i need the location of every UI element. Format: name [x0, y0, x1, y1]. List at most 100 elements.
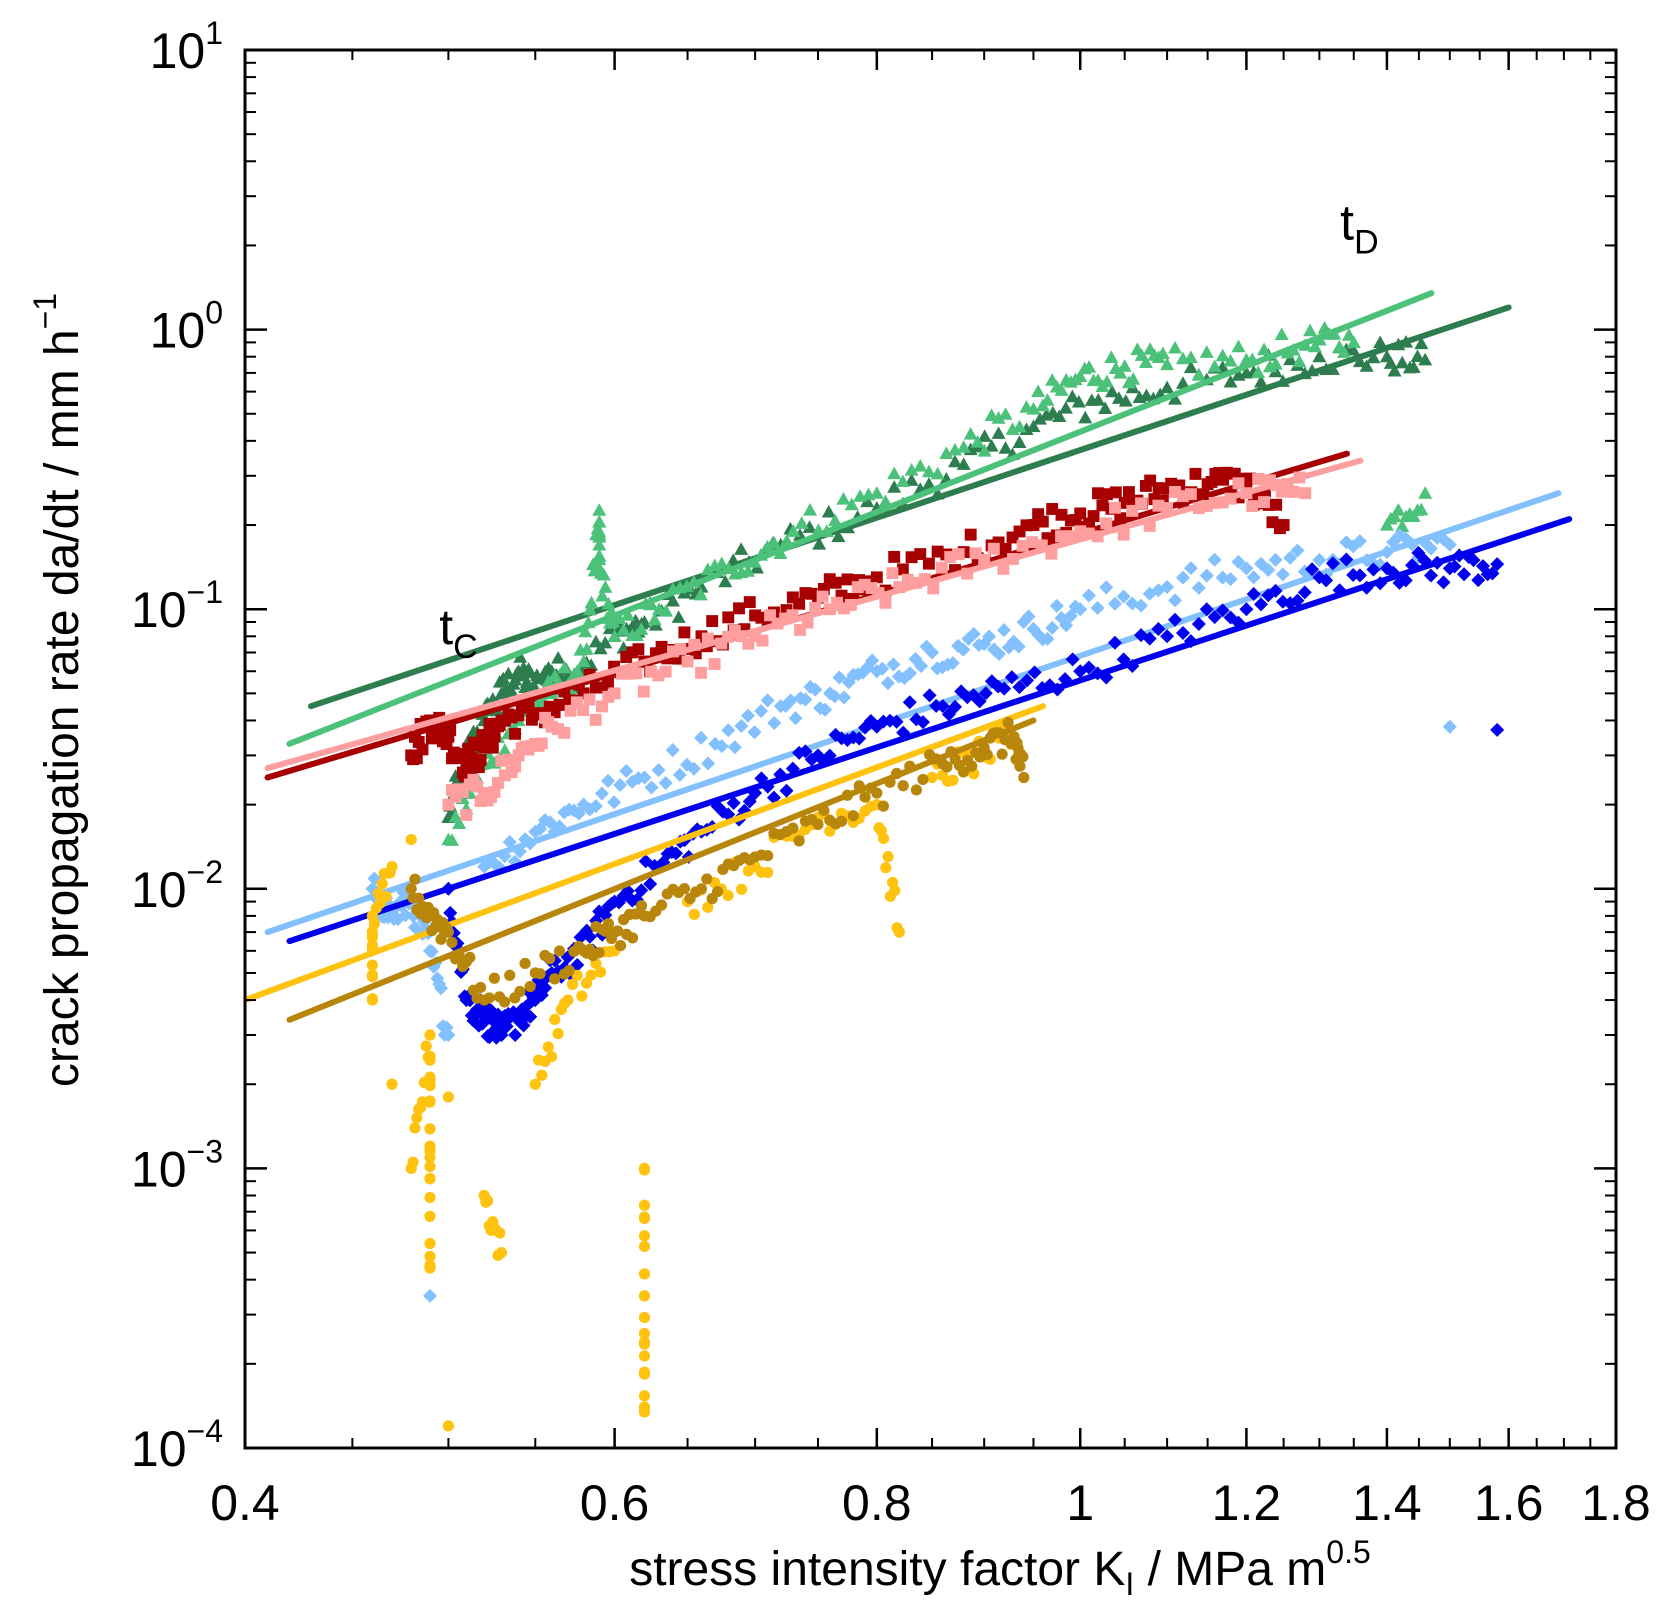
data-point [409, 1122, 421, 1134]
data-point [1092, 487, 1104, 500]
data-point [740, 708, 755, 723]
data-point [886, 657, 901, 672]
data-point [544, 952, 556, 965]
data-point [665, 593, 680, 607]
data-point [545, 1051, 558, 1063]
y-tick-label: 10−1 [131, 574, 223, 638]
data-point [981, 749, 993, 761]
data-point [1471, 573, 1486, 588]
data-point [637, 770, 652, 785]
data-point [424, 1237, 436, 1250]
data-point [786, 524, 801, 537]
data-point [978, 554, 991, 566]
data-point [582, 929, 597, 944]
data-point [594, 966, 607, 978]
data-point [1366, 562, 1381, 577]
data-point [595, 681, 608, 694]
data-point [508, 1027, 523, 1042]
data-point [509, 727, 521, 740]
data-point [1118, 496, 1131, 509]
data-point [829, 576, 842, 589]
data-point [877, 832, 890, 845]
data-point [619, 764, 634, 779]
data-point [424, 1050, 436, 1062]
data-point [595, 588, 610, 602]
data-point [821, 504, 836, 518]
data-point [592, 537, 607, 551]
data-point [1423, 541, 1438, 556]
data-point [1045, 620, 1060, 635]
data-point [376, 878, 388, 890]
data-point [893, 581, 906, 594]
data-point [1032, 411, 1047, 425]
data-point [1078, 410, 1093, 424]
data-point [424, 1096, 436, 1108]
data-point [498, 714, 511, 727]
y-tick-label: 100 [150, 295, 223, 359]
data-point [887, 480, 902, 493]
data-point [585, 969, 597, 981]
data-point [956, 457, 971, 470]
data-point [522, 697, 535, 710]
data-point [486, 741, 499, 754]
data-point [462, 742, 475, 755]
data-point [1305, 562, 1320, 577]
data-point [1012, 435, 1027, 448]
data-point [504, 684, 519, 698]
data-point [553, 945, 566, 957]
data-point [1297, 585, 1312, 600]
data-point [1151, 621, 1166, 636]
data-point [1175, 570, 1190, 585]
data-point [812, 536, 827, 550]
data-point [608, 660, 621, 673]
data-point [578, 624, 593, 638]
data-point [798, 744, 813, 759]
data-point [779, 783, 794, 798]
data-point [638, 1230, 651, 1242]
data-point [925, 645, 940, 660]
data-point [688, 908, 700, 920]
data-point [701, 632, 714, 645]
data-point [449, 790, 462, 803]
y-tick-label: 10−2 [131, 854, 223, 918]
data-point [1058, 401, 1073, 414]
data-point [897, 780, 909, 792]
data-point [1160, 357, 1175, 371]
data-point [407, 1156, 419, 1168]
data-point [878, 494, 893, 508]
data-point [702, 901, 714, 913]
data-point [997, 681, 1012, 696]
data-point [542, 1041, 554, 1053]
data-point [638, 1199, 651, 1211]
x-tick-label: 1.8 [1581, 1475, 1651, 1531]
data-point [582, 602, 597, 616]
data-point [1168, 340, 1183, 354]
data-point [1207, 610, 1222, 625]
y-axis-label-main: crack propagation rate da/dt / mm h [36, 329, 89, 1087]
data-point [583, 693, 596, 706]
data-point [1126, 504, 1139, 517]
data-point [935, 699, 950, 714]
y-tick-base: 10 [131, 1421, 187, 1477]
data-point [405, 883, 417, 895]
x-axis-label-sup: 0.5 [1326, 1534, 1370, 1570]
data-point [754, 704, 769, 719]
data-point [512, 709, 525, 722]
data-point [921, 464, 936, 478]
data-point [1231, 554, 1246, 569]
data-point [915, 715, 930, 730]
data-point [601, 773, 616, 788]
data-point [893, 926, 905, 938]
data-point [1026, 402, 1041, 415]
data-point [1073, 369, 1088, 383]
data-point [901, 573, 914, 586]
data-point [504, 969, 516, 981]
data-point [984, 439, 999, 452]
series-light-green [286, 290, 1435, 846]
data-point [1074, 525, 1087, 538]
y-axis-label-sup: −1 [27, 293, 63, 329]
data-point [1011, 639, 1026, 654]
data-point [952, 548, 965, 561]
data-point [941, 761, 953, 773]
data-point [658, 776, 673, 791]
